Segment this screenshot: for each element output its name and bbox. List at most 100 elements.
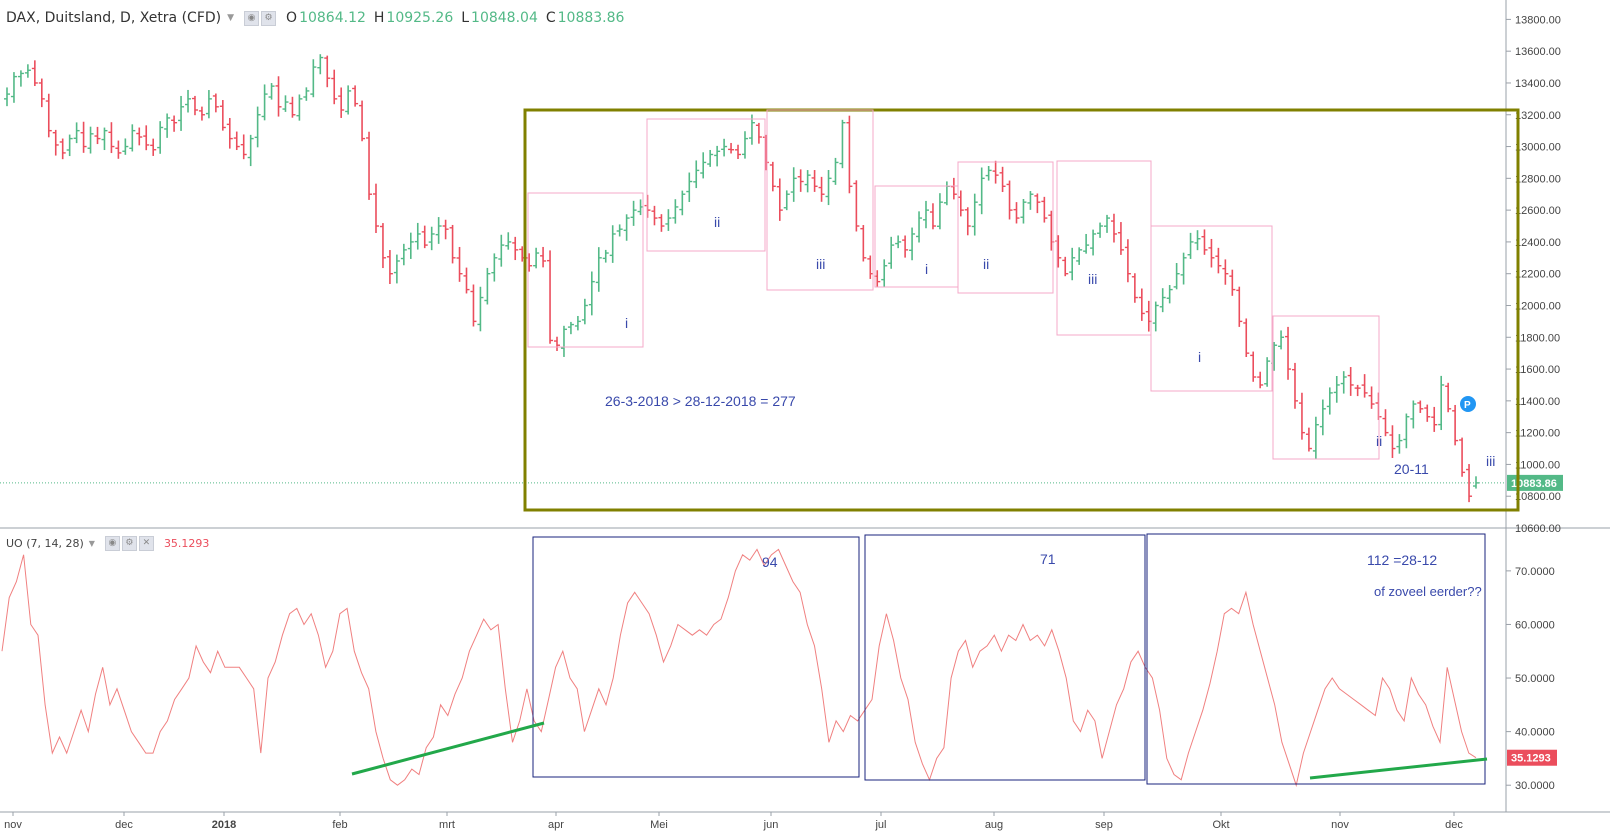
price-tick-label: 13400.00 xyxy=(1515,78,1561,90)
ohlc-bar xyxy=(978,167,985,215)
ohlc-bar xyxy=(1438,375,1445,431)
gear-icon[interactable]: ⚙ xyxy=(121,536,137,551)
ohlc-bar xyxy=(379,223,386,269)
ohlc-bar xyxy=(811,170,818,192)
ohlc-bar xyxy=(150,138,157,156)
price-tick-label: 12600.00 xyxy=(1515,205,1561,217)
indicator-value: 35.1293 xyxy=(163,537,210,550)
ohlc-bar xyxy=(491,253,498,282)
trendline[interactable] xyxy=(351,721,545,776)
indicator-tick-label: 40.0000 xyxy=(1515,727,1555,739)
ohlc-bar xyxy=(1215,247,1222,274)
price-tick-label: 12400.00 xyxy=(1515,237,1561,249)
ohlc-bar xyxy=(463,267,470,294)
time-tick-label: Mei xyxy=(650,819,668,831)
ohlc-bar xyxy=(470,284,477,327)
wave-box xyxy=(1272,315,1380,460)
price-tick-label: 11000.00 xyxy=(1515,459,1560,471)
wave-box xyxy=(957,161,1054,294)
ohlc-bar xyxy=(1006,180,1013,220)
ohlc-bar xyxy=(1229,269,1236,296)
high-label: H xyxy=(373,10,385,26)
ohlc-bar xyxy=(1403,413,1410,449)
ohlc-bar xyxy=(547,250,554,344)
ohlc-bar xyxy=(964,207,971,236)
ohlc-bar xyxy=(804,170,811,193)
ohlc-bar xyxy=(895,235,902,249)
time-tick-label: dec xyxy=(1445,819,1463,831)
ohlc-bar xyxy=(1250,351,1257,382)
ohlc-bar xyxy=(498,234,505,267)
ohlc-bar xyxy=(456,246,463,282)
ohlc-bar xyxy=(435,217,442,244)
trendline[interactable] xyxy=(1309,757,1488,780)
wave-label: i xyxy=(1198,349,1201,365)
wave-label: i xyxy=(925,261,928,277)
symbol-title[interactable]: DAX, Duitsland, D, Xetra (CFD) xyxy=(6,10,222,26)
ohlc-bar xyxy=(1431,406,1438,432)
indicator-title[interactable]: UO (7, 14, 28) xyxy=(6,537,84,550)
ohlc-bar xyxy=(324,55,331,88)
ohlc-bar xyxy=(700,152,707,179)
ohlc-bar xyxy=(66,134,73,157)
date-annotation: 20-11 xyxy=(1394,461,1429,477)
ohlc-bar xyxy=(916,211,923,243)
price-tick-label: 13600.00 xyxy=(1515,46,1561,58)
last-price-label: 10883.86 xyxy=(1511,478,1557,490)
ohlc-bar xyxy=(1027,191,1034,210)
indicator-legend: UO (7, 14, 28) ▼ ◉ ⚙ ✕ 35.1293 xyxy=(0,536,209,551)
indicator-tick-label: 60.0000 xyxy=(1515,619,1555,631)
ohlc-bar xyxy=(212,93,219,113)
ohlc-bar xyxy=(1452,404,1459,446)
wave-label: iii xyxy=(816,256,825,272)
ohlc-bar xyxy=(1083,233,1090,254)
ohlc-bar xyxy=(693,160,700,189)
eye-icon[interactable]: ◉ xyxy=(104,536,120,551)
ohlc-bar xyxy=(728,142,735,154)
ohlc-bar xyxy=(533,247,540,269)
ohlc-bar xyxy=(400,243,407,266)
close-icon[interactable]: ✕ xyxy=(138,536,154,551)
ohlc-bar xyxy=(205,90,212,119)
time-axis[interactable]: nov dec 2018 feb mrt apr Mei jun jul aug sep Okt nov… xyxy=(0,811,1610,831)
marker-icon[interactable] xyxy=(1460,396,1476,412)
ohlc-bar xyxy=(755,122,762,144)
ohlc-bar xyxy=(783,190,790,211)
indicator-value-label: 35.1293 xyxy=(1511,753,1551,765)
price-axis[interactable]: 13800.00 13600.00 13400.00 13200.00 13000.00… xyxy=(1506,14,1563,535)
ohlc-bar xyxy=(1291,362,1298,409)
ohlc-bar xyxy=(1166,285,1173,304)
price-tick-label: 12800.00 xyxy=(1515,173,1561,185)
price-tick-label: 11600.00 xyxy=(1515,364,1560,376)
price-tick-label: 10800.00 xyxy=(1515,491,1561,503)
ohlc-bar xyxy=(191,95,198,116)
eye-icon[interactable]: ◉ xyxy=(244,10,260,26)
indicator-pane[interactable] xyxy=(1,548,1477,788)
ohlc-bar xyxy=(178,95,185,131)
ohlc-bar xyxy=(115,140,122,159)
price-pane[interactable] xyxy=(0,0,1610,812)
indicator-axis[interactable]: 70.0000 60.0000 50.0000 40.0000 30.0000 35.12… xyxy=(1506,566,1557,792)
low-label: L xyxy=(461,10,470,26)
ohlc-bar xyxy=(1347,367,1354,396)
wave-range-box xyxy=(523,108,1520,512)
ohlc-bar xyxy=(909,227,916,261)
gear-icon[interactable]: ⚙ xyxy=(261,10,277,26)
ohlc-bar xyxy=(73,122,80,144)
ohlc-bar xyxy=(1319,399,1326,436)
ohlc-bar xyxy=(1340,371,1347,394)
time-tick-label: jun xyxy=(763,819,779,831)
chevron-down-icon[interactable]: ▼ xyxy=(227,13,235,23)
price-tick-label: 12200.00 xyxy=(1515,269,1561,281)
ohlc-bar xyxy=(352,85,359,107)
ohlc-bar xyxy=(1152,301,1159,332)
wave-label: ii xyxy=(714,214,720,230)
ohlc-bar xyxy=(846,115,853,194)
ohlc-bar xyxy=(1312,416,1319,460)
ohlc-bar xyxy=(1236,286,1243,327)
chevron-down-icon[interactable]: ▼ xyxy=(88,539,95,548)
ohlc-bar xyxy=(839,119,846,169)
ohlc-bar xyxy=(1208,238,1215,268)
ohlc-bar xyxy=(860,225,867,262)
